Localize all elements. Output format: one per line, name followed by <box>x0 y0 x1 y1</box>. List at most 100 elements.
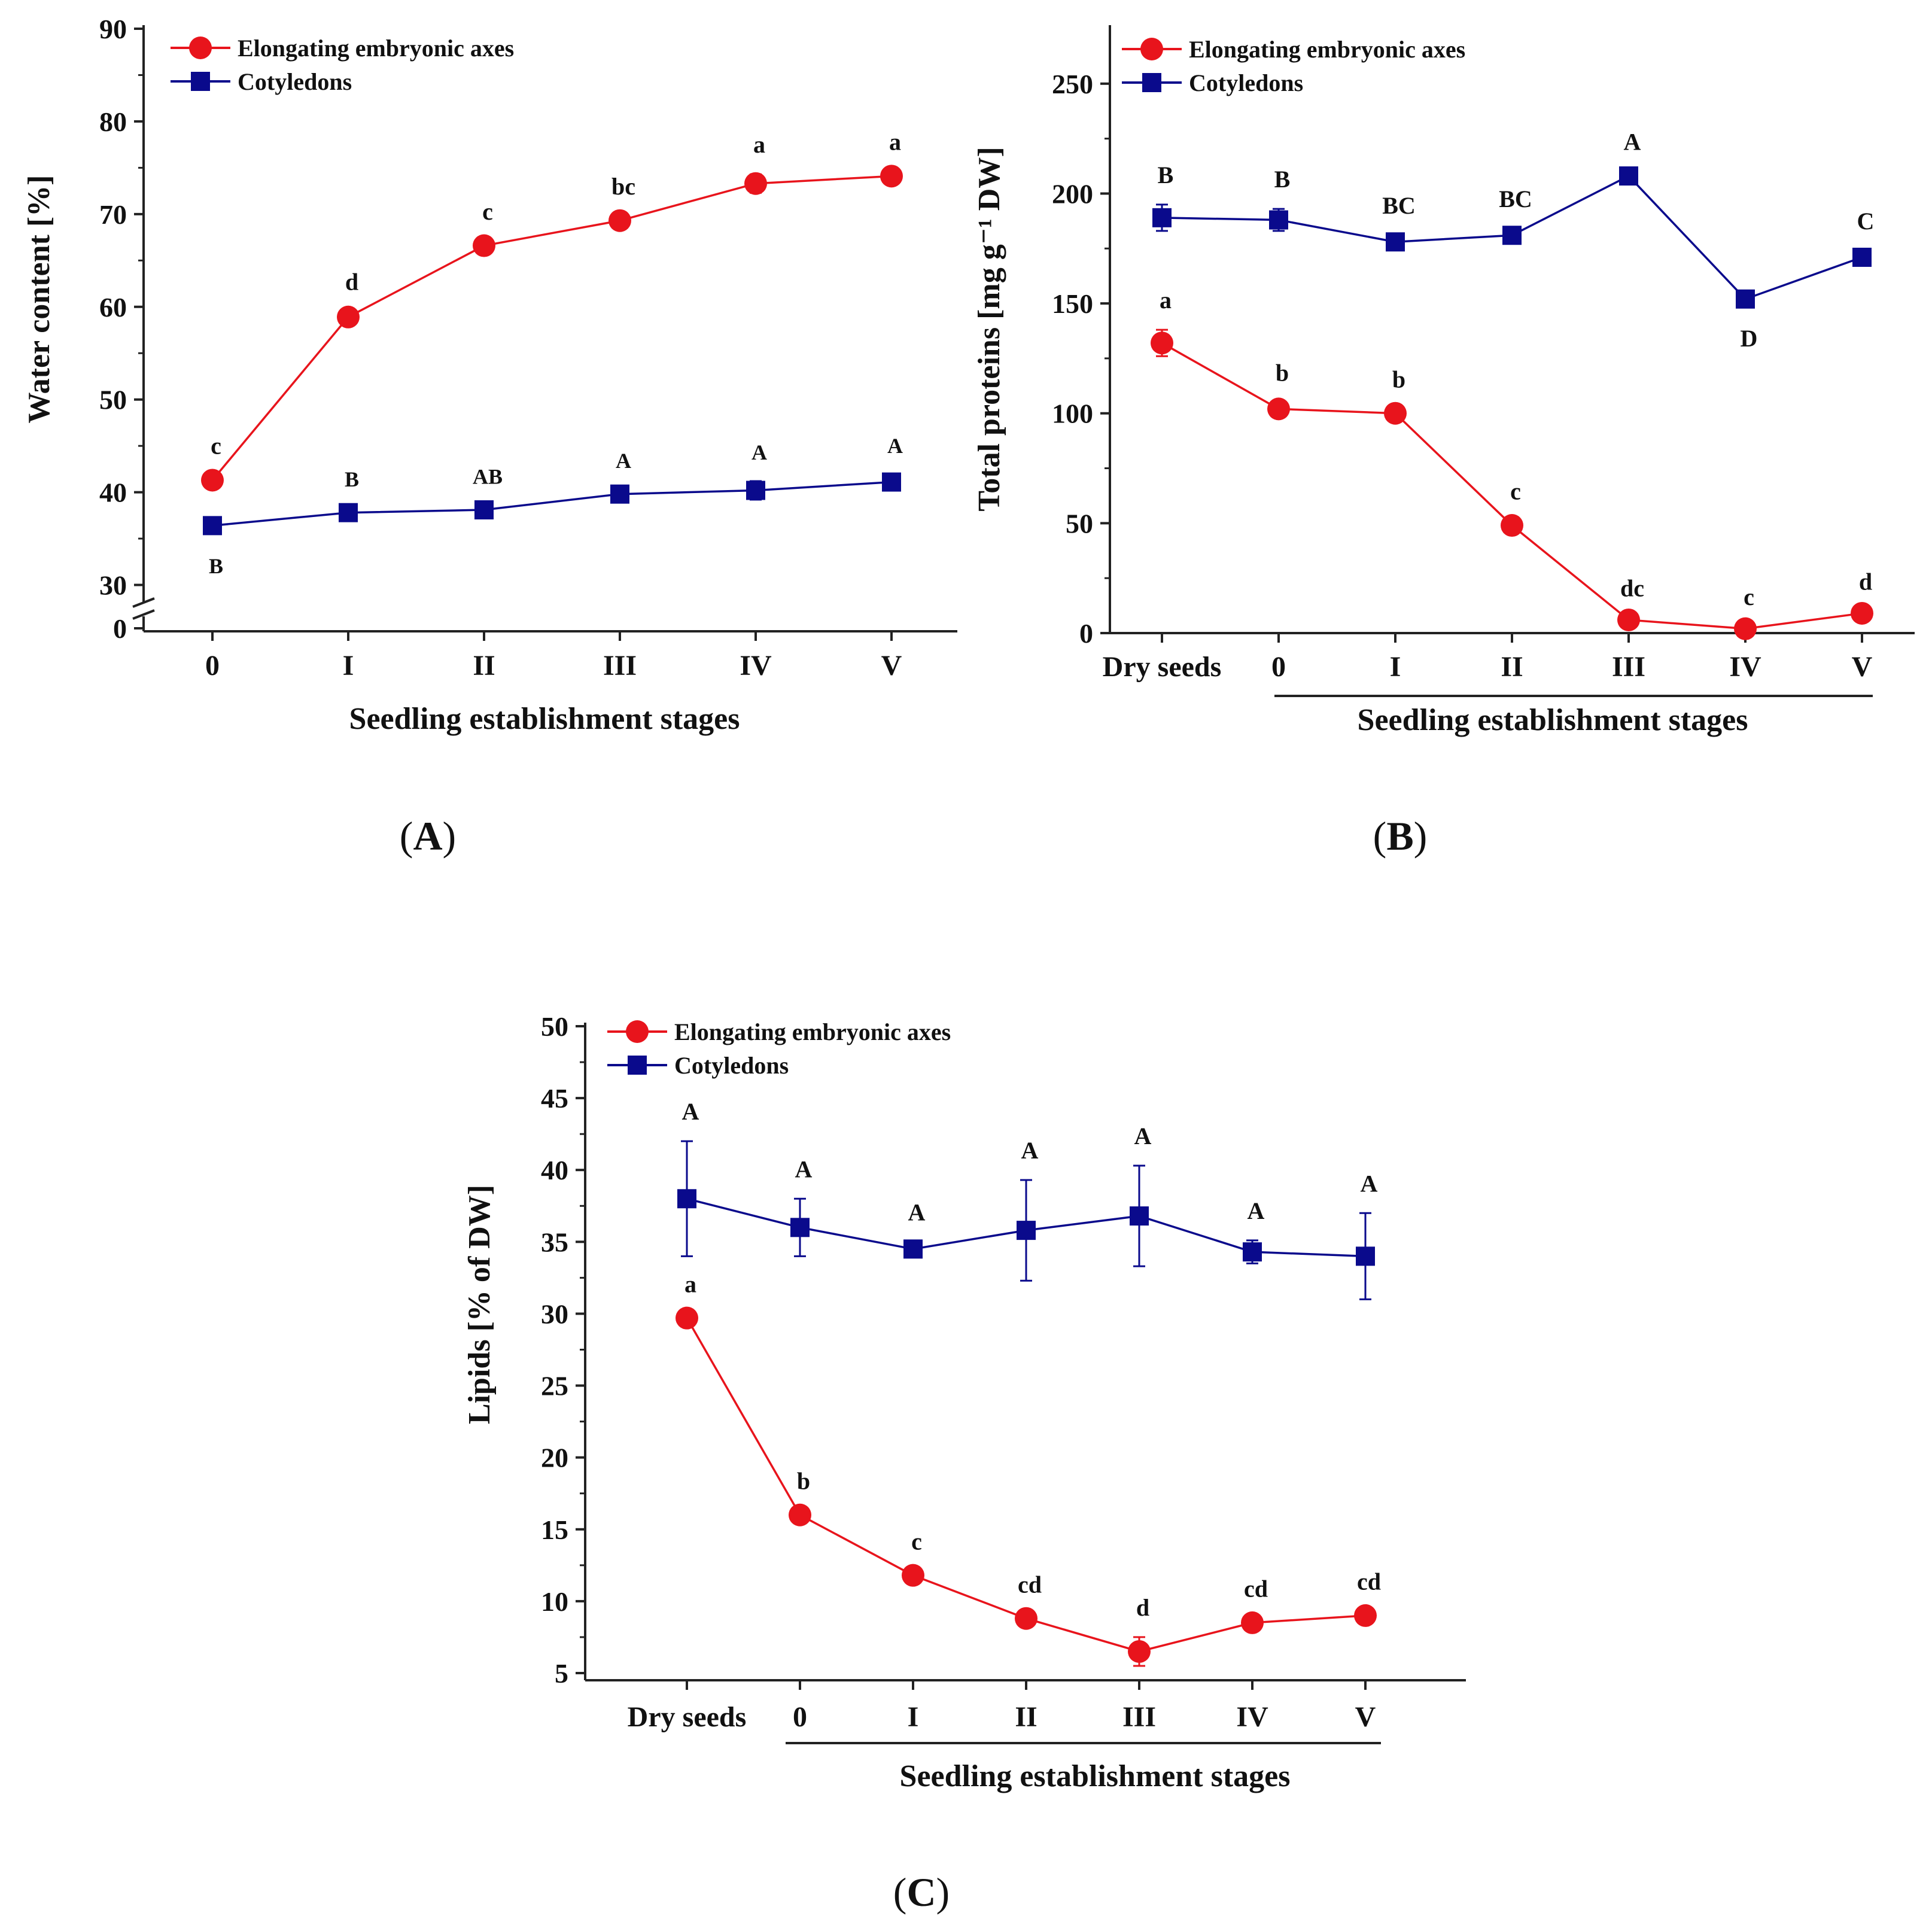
data-point <box>1617 608 1640 631</box>
data-point <box>677 1189 696 1209</box>
series-line <box>212 481 892 527</box>
significance-label: A <box>795 1155 813 1182</box>
significance-label: a <box>1160 287 1172 314</box>
data-point <box>903 1239 923 1259</box>
panel-label-letter: A <box>413 813 442 859</box>
y-axis-title: Water content [%] <box>22 175 56 424</box>
data-point <box>474 500 494 520</box>
legend-marker <box>1142 73 1161 92</box>
panel-label: (B) <box>1373 813 1428 859</box>
panel-label-paren: ) <box>936 1869 950 1915</box>
y-tick-label: 80 <box>99 107 127 137</box>
significance-label: B <box>1158 162 1174 188</box>
panel-label: (A) <box>400 813 456 859</box>
x-tick-label: I <box>343 650 354 682</box>
data-point <box>1736 289 1755 309</box>
y-axis-title: Lipids [% of DW] <box>463 1185 497 1424</box>
significance-label: A <box>908 1199 926 1225</box>
legend-entry: Elongating embryonic axes <box>238 35 514 62</box>
significance-label: BC <box>1499 185 1532 212</box>
y-tick-label: 40 <box>541 1155 568 1185</box>
series-embryonic-axes: a b c cd d cd cd <box>676 1270 1381 1667</box>
legend: Elongating embryonic axes Cotyledons <box>171 35 514 95</box>
series-cotyledons: B B AB A A A <box>203 434 903 578</box>
data-point <box>608 209 631 232</box>
data-point <box>1354 1604 1377 1627</box>
y-tick-label: 25 <box>541 1371 568 1401</box>
y-tick-label: 30 <box>541 1298 568 1329</box>
data-point <box>1619 166 1638 186</box>
y-tick-label: 15 <box>541 1515 568 1545</box>
panel-label-letter: B <box>1386 813 1413 859</box>
x-tick-label: V <box>1355 1701 1376 1733</box>
data-point <box>1017 1221 1036 1240</box>
significance-label: A <box>751 440 767 464</box>
data-point <box>1267 397 1290 421</box>
panel-label-letter: C <box>906 1869 936 1915</box>
y-tick-label: 45 <box>541 1083 568 1114</box>
x-tick-label: 0 <box>793 1701 807 1733</box>
significance-label: bc <box>611 173 635 200</box>
significance-label: c <box>1510 478 1521 505</box>
significance-label: a <box>684 1270 696 1297</box>
x-tick-label: III <box>603 650 637 682</box>
x-axis-title: Seedling establishment stages <box>349 702 740 736</box>
data-point <box>1015 1607 1038 1630</box>
data-point <box>1269 210 1288 230</box>
data-point <box>473 234 495 257</box>
y-tick-label: 0 <box>1079 618 1093 649</box>
y-tick-label: 35 <box>541 1227 568 1257</box>
y-tick-label: 5 <box>555 1658 568 1689</box>
significance-label: b <box>797 1468 810 1495</box>
significance-label: b <box>1276 359 1289 386</box>
legend-marker <box>1140 38 1163 60</box>
significance-label: AB <box>473 464 503 488</box>
x-tick-label: IV <box>1236 1701 1268 1733</box>
data-point <box>789 1503 811 1526</box>
significance-label: d <box>1136 1594 1149 1621</box>
significance-label: A <box>1021 1137 1039 1164</box>
significance-label: cd <box>1018 1571 1042 1598</box>
data-point <box>1130 1206 1149 1226</box>
data-point <box>1152 208 1172 227</box>
x-tick-label: Dry seeds <box>628 1701 747 1733</box>
data-point <box>339 503 358 522</box>
data-point <box>1501 514 1523 537</box>
significance-label: B <box>345 467 359 491</box>
legend-marker <box>626 1020 649 1043</box>
y-tick-label: 100 <box>1052 399 1093 429</box>
y-tick-label: 20 <box>541 1443 568 1473</box>
y-tick-label: 200 <box>1052 178 1093 209</box>
y-tick-label: 50 <box>99 385 127 415</box>
y-tick-label: 50 <box>1066 508 1093 539</box>
legend-entry: Cotyledons <box>674 1052 789 1079</box>
data-point <box>1386 232 1405 252</box>
y-tick-label: 70 <box>99 199 127 230</box>
y-axis-title: Total proteins [mg g⁻¹ DW] <box>972 147 1006 511</box>
data-point <box>1243 1242 1262 1262</box>
significance-label: a <box>753 131 765 158</box>
x-tick-label: I <box>1390 651 1401 683</box>
legend-marker <box>189 37 212 59</box>
axis-break-mark <box>132 597 155 608</box>
x-tick-label: III <box>1612 651 1645 683</box>
data-point <box>1128 1640 1151 1663</box>
significance-label: B <box>209 554 223 578</box>
legend-marker <box>628 1056 647 1075</box>
data-point <box>1852 247 1872 267</box>
significance-label: cd <box>1244 1576 1268 1602</box>
x-tick-label: II <box>1501 651 1523 683</box>
x-tick-label: I <box>908 1701 919 1733</box>
x-tick-label: IV <box>1729 651 1761 683</box>
significance-label: c <box>911 1528 922 1555</box>
significance-label: b <box>1392 366 1405 393</box>
y-tick-label: 10 <box>541 1586 568 1617</box>
x-tick-label: 0 <box>1271 651 1286 683</box>
significance-label: d <box>345 269 358 296</box>
x-axis-title: Seedling establishment stages <box>1358 703 1748 737</box>
x-tick-label: II <box>473 650 495 682</box>
y-tick-label: 60 <box>99 292 127 323</box>
